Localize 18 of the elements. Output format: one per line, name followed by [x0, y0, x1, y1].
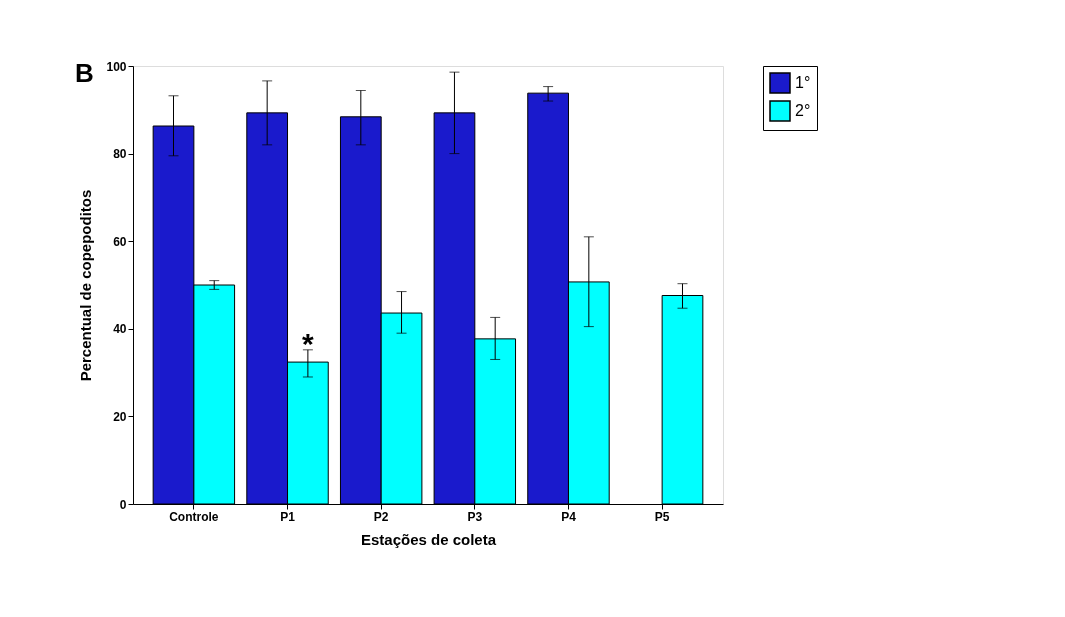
x-tick-label: P4 [561, 509, 577, 524]
x-tick-label: P1 [280, 509, 296, 524]
y-tick-label: 80 [113, 147, 127, 162]
x-tick-label: P3 [467, 509, 483, 524]
legend-label: 2° [795, 102, 811, 119]
y-tick-label: 40 [113, 322, 127, 337]
x-tick-label: Controle [169, 509, 219, 524]
y-axis-title: Percentual de copepoditos [77, 189, 95, 382]
y-tick-label: 0 [119, 497, 127, 512]
x-tick-label: P2 [373, 509, 389, 524]
y-tick-label: 100 [106, 59, 127, 74]
text: B [75, 58, 94, 88]
x-axis-title: Estações de coleta [360, 530, 497, 548]
y-tick-label: 20 [113, 409, 127, 424]
annotation: * [302, 326, 315, 360]
y-tick-label: 60 [113, 234, 127, 249]
legend-label: 1° [795, 74, 811, 91]
x-tick-label: P5 [654, 509, 670, 524]
